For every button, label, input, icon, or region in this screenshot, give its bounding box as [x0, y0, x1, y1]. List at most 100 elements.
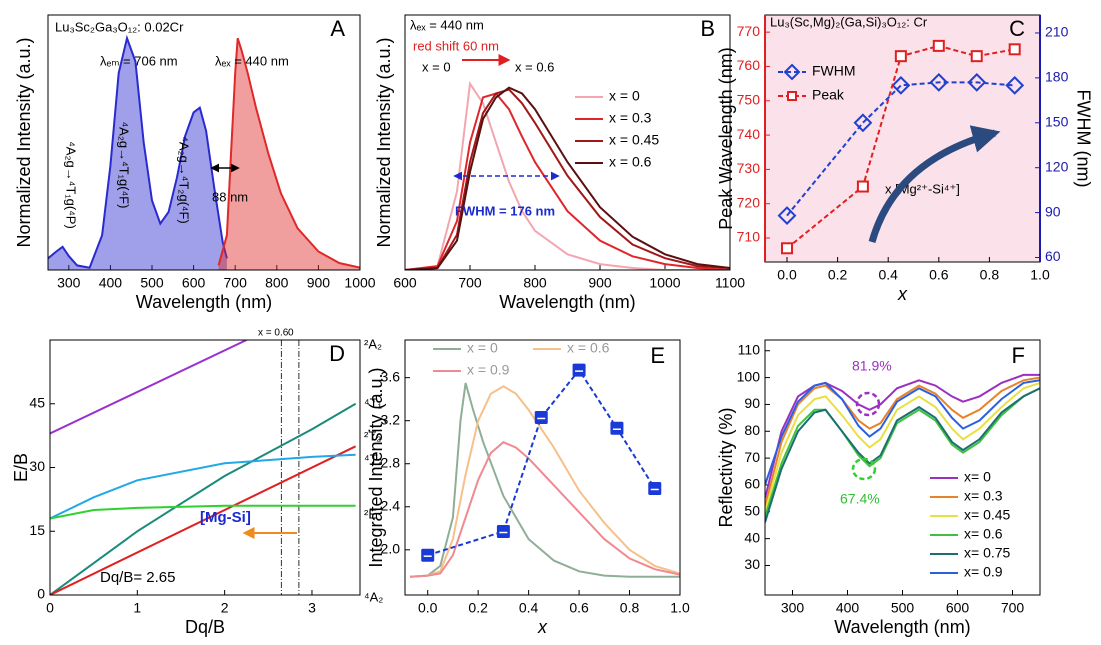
y-tick-label: 2.8: [381, 454, 401, 470]
y-tick-label: 30: [744, 556, 760, 572]
line: [50, 453, 356, 520]
line: [427, 368, 656, 557]
panel: 300 400 500 600 700 800 900 1000 Wavelength (nm)…: [14, 14, 376, 312]
x-axis-label: Dq/B: [185, 617, 225, 637]
legend-marker: [783, 63, 801, 81]
legend-label: x= 0.9: [964, 564, 1003, 580]
annotation: ⁴A₂: [364, 589, 383, 604]
marker: [894, 50, 907, 63]
marker: [967, 72, 987, 92]
legend-label: x= 0: [964, 469, 991, 485]
annotation: ⁴A₂g→⁴T₂g(⁴F): [177, 136, 192, 224]
x-tick-label: 0.8: [620, 600, 640, 616]
line: [50, 402, 357, 595]
x-tick-label: 0.8: [980, 267, 1000, 283]
legend-label: x = 0.3: [609, 110, 652, 126]
y-tick-label: 2.0: [381, 541, 401, 557]
plot-frame: [49, 339, 361, 596]
y-axis-label: Normalized Intensity (a.u.): [374, 37, 394, 247]
line: [50, 445, 357, 595]
marker: [932, 39, 945, 52]
marker: [856, 180, 869, 193]
plot-frame: [404, 339, 681, 596]
annotation: [Mg-Si]: [200, 509, 251, 526]
legend-label: x = 0: [609, 88, 640, 104]
x-tick-label: 0.2: [828, 267, 848, 283]
annotation: λₑₘ = 706 nm: [100, 53, 178, 68]
annotation: 81.9%: [852, 358, 892, 374]
legend-label: x= 0.75: [964, 545, 1011, 561]
y2-tick-label: 120: [1045, 158, 1069, 174]
y-axis-label: Peak Wavelength (nm): [716, 47, 736, 229]
line: [50, 504, 356, 520]
y-tick-label: 80: [744, 422, 760, 438]
annotation: 67.4%: [840, 491, 880, 507]
marker: [853, 113, 873, 133]
annotation: ²E: [364, 506, 377, 521]
y2-axis-label: FWHM (nm): [1073, 90, 1093, 188]
x-tick-label: 0.6: [929, 267, 949, 283]
x-tick-label: 1.0: [670, 600, 690, 616]
legend-label: x= 0.3: [964, 488, 1003, 504]
annotation: x = 0: [422, 59, 451, 74]
marker: [1005, 75, 1025, 95]
x-axis-label: Wavelength (nm): [499, 292, 635, 312]
x-axis-label: x: [537, 617, 548, 637]
x-tick-label: 0.6: [569, 600, 589, 616]
annotation: ⁴A₂g→⁴T₁g(⁴F): [117, 122, 132, 209]
marker: [891, 75, 911, 95]
x-tick-label: 700: [224, 275, 248, 291]
y2-tick-label: 60: [1045, 248, 1061, 264]
annotation: C: [1009, 16, 1025, 41]
line: [217, 37, 360, 269]
legend-label: x= 0.6: [964, 526, 1003, 542]
x-tick-label: 600: [946, 600, 970, 616]
x-tick-label: 1000: [649, 275, 680, 291]
annotation: Dq/B= 2.65: [100, 569, 175, 586]
panel: 300 400 500 600 700 30 40 50 60 70 80 90 100 110 x= 0 x…: [716, 339, 1041, 637]
x-axis-label: x: [897, 284, 908, 304]
y-tick-label: 45: [29, 394, 45, 410]
y-tick-label: 110: [738, 341, 761, 357]
marker: [421, 548, 435, 562]
panel: 0.0 0.2 0.4 0.6 0.8 1.0 2.0 2.4 2.8 3.2 3.6 x = 0 x …: [366, 339, 690, 637]
y-tick-label: 30: [29, 458, 45, 474]
x-tick-label: 0.4: [878, 267, 898, 283]
x-axis-label: Wavelength (nm): [136, 292, 272, 312]
area: [218, 38, 360, 270]
x-tick-label: 900: [307, 275, 331, 291]
annotation: B: [700, 16, 715, 41]
annotation: λₑₓ = 440 nm: [410, 17, 484, 32]
y-axis-label: Integrated Intensity (a.u.): [366, 367, 386, 567]
area: [48, 38, 227, 270]
annotation: E: [650, 343, 665, 368]
line: [409, 441, 680, 578]
trend-arrow: [868, 125, 1001, 243]
annotation: A: [330, 16, 345, 41]
marker: [648, 481, 662, 495]
annotation: Lu₃(Sc,Mg)₂(Ga,Si)₃O₁₂: Cr: [770, 14, 928, 29]
line: [405, 80, 730, 270]
x-tick-label: 1.0: [1030, 267, 1050, 283]
annotation: D: [329, 341, 345, 366]
x-tick-label: 800: [265, 275, 289, 291]
marker: [781, 242, 794, 255]
y-tick-label: 40: [744, 529, 760, 545]
y-tick-label: 0: [37, 586, 45, 602]
line: [405, 92, 730, 270]
plot-frame: [47, 14, 361, 271]
line: [765, 379, 1040, 486]
x-tick-label: 0.0: [777, 267, 797, 283]
y-tick-label: 750: [737, 91, 761, 107]
y2-tick-label: 180: [1045, 69, 1069, 85]
line: [405, 88, 730, 270]
x-tick-label: 600: [393, 275, 417, 291]
annotation: ²T₂: [364, 428, 381, 443]
legend-label: x= 0.45: [964, 507, 1011, 523]
line: [765, 381, 1040, 513]
annotation: x = 0.6: [515, 59, 554, 74]
x-tick-label: 2: [221, 600, 229, 616]
y-tick-label: 60: [744, 476, 760, 492]
line: [409, 385, 680, 578]
